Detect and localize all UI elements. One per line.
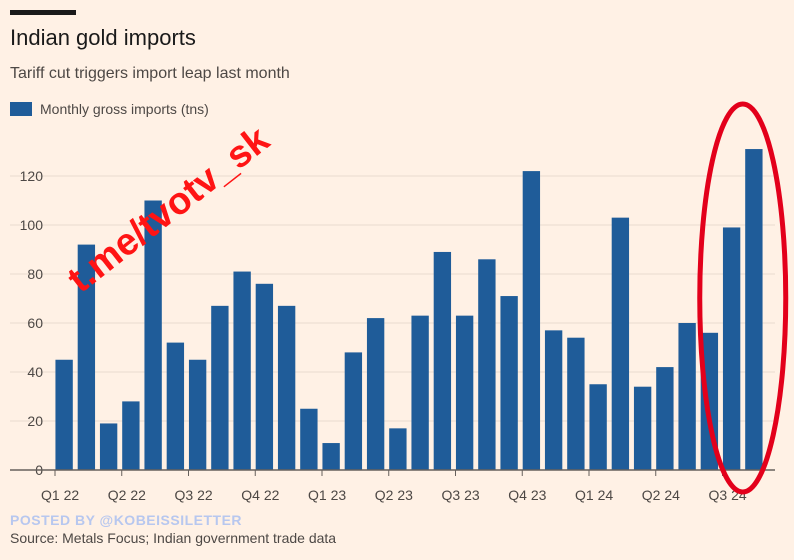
bar xyxy=(77,244,96,470)
title-rule xyxy=(10,10,76,15)
x-tick-label: Q2 24 xyxy=(642,487,680,503)
bar xyxy=(500,296,518,470)
bar xyxy=(233,271,251,470)
x-tick-label: Q3 23 xyxy=(442,487,480,503)
y-tick-label: 100 xyxy=(20,217,44,233)
bar xyxy=(745,149,763,471)
bar xyxy=(433,251,452,470)
bar xyxy=(544,330,563,470)
bar xyxy=(322,443,340,470)
bar xyxy=(633,386,652,470)
bar xyxy=(122,401,140,470)
x-tick-label: Q1 23 xyxy=(308,487,346,503)
bar xyxy=(522,171,541,470)
bar xyxy=(478,259,496,470)
bar xyxy=(188,359,207,470)
bar xyxy=(144,200,162,470)
legend: Monthly gross imports (tns) xyxy=(10,101,209,117)
bar xyxy=(567,337,585,470)
y-tick-label: 80 xyxy=(27,266,43,282)
bar xyxy=(455,315,474,470)
bar xyxy=(589,384,607,470)
source-note: Source: Metals Focus; Indian government … xyxy=(10,530,337,546)
y-tick-label: 20 xyxy=(27,413,43,429)
bar xyxy=(300,408,318,470)
bar xyxy=(411,315,429,470)
x-tick-label: Q1 24 xyxy=(575,487,613,503)
y-tick-label: 40 xyxy=(27,364,43,380)
posted-by-credit: POSTED BY @KOBEISSILETTER xyxy=(10,512,243,528)
chart-subtitle: Tariff cut triggers import leap last mon… xyxy=(10,65,290,82)
bar xyxy=(277,305,296,470)
x-tick-label: Q3 22 xyxy=(175,487,213,503)
bar xyxy=(255,283,274,470)
bar xyxy=(722,227,741,470)
bar xyxy=(344,352,363,470)
bar xyxy=(211,305,229,470)
bar xyxy=(389,428,407,470)
y-tick-label: 120 xyxy=(20,168,44,184)
bar xyxy=(366,318,385,470)
bar xyxy=(166,342,185,470)
chart-title: Indian gold imports xyxy=(10,25,196,50)
x-tick-label: Q4 22 xyxy=(241,487,279,503)
legend-swatch xyxy=(10,102,32,116)
highlight-ellipse xyxy=(697,101,789,495)
legend-label: Monthly gross imports (tns) xyxy=(40,101,209,117)
x-tick-label: Q1 22 xyxy=(41,487,79,503)
bar xyxy=(656,367,674,470)
bar xyxy=(611,217,630,470)
bar xyxy=(99,423,118,470)
x-tick-label: Q2 23 xyxy=(375,487,413,503)
x-tick-label: Q2 22 xyxy=(108,487,146,503)
bar xyxy=(55,359,73,470)
bar xyxy=(678,323,696,470)
y-tick-label: 60 xyxy=(27,315,43,331)
x-tick-label: Q4 23 xyxy=(508,487,546,503)
